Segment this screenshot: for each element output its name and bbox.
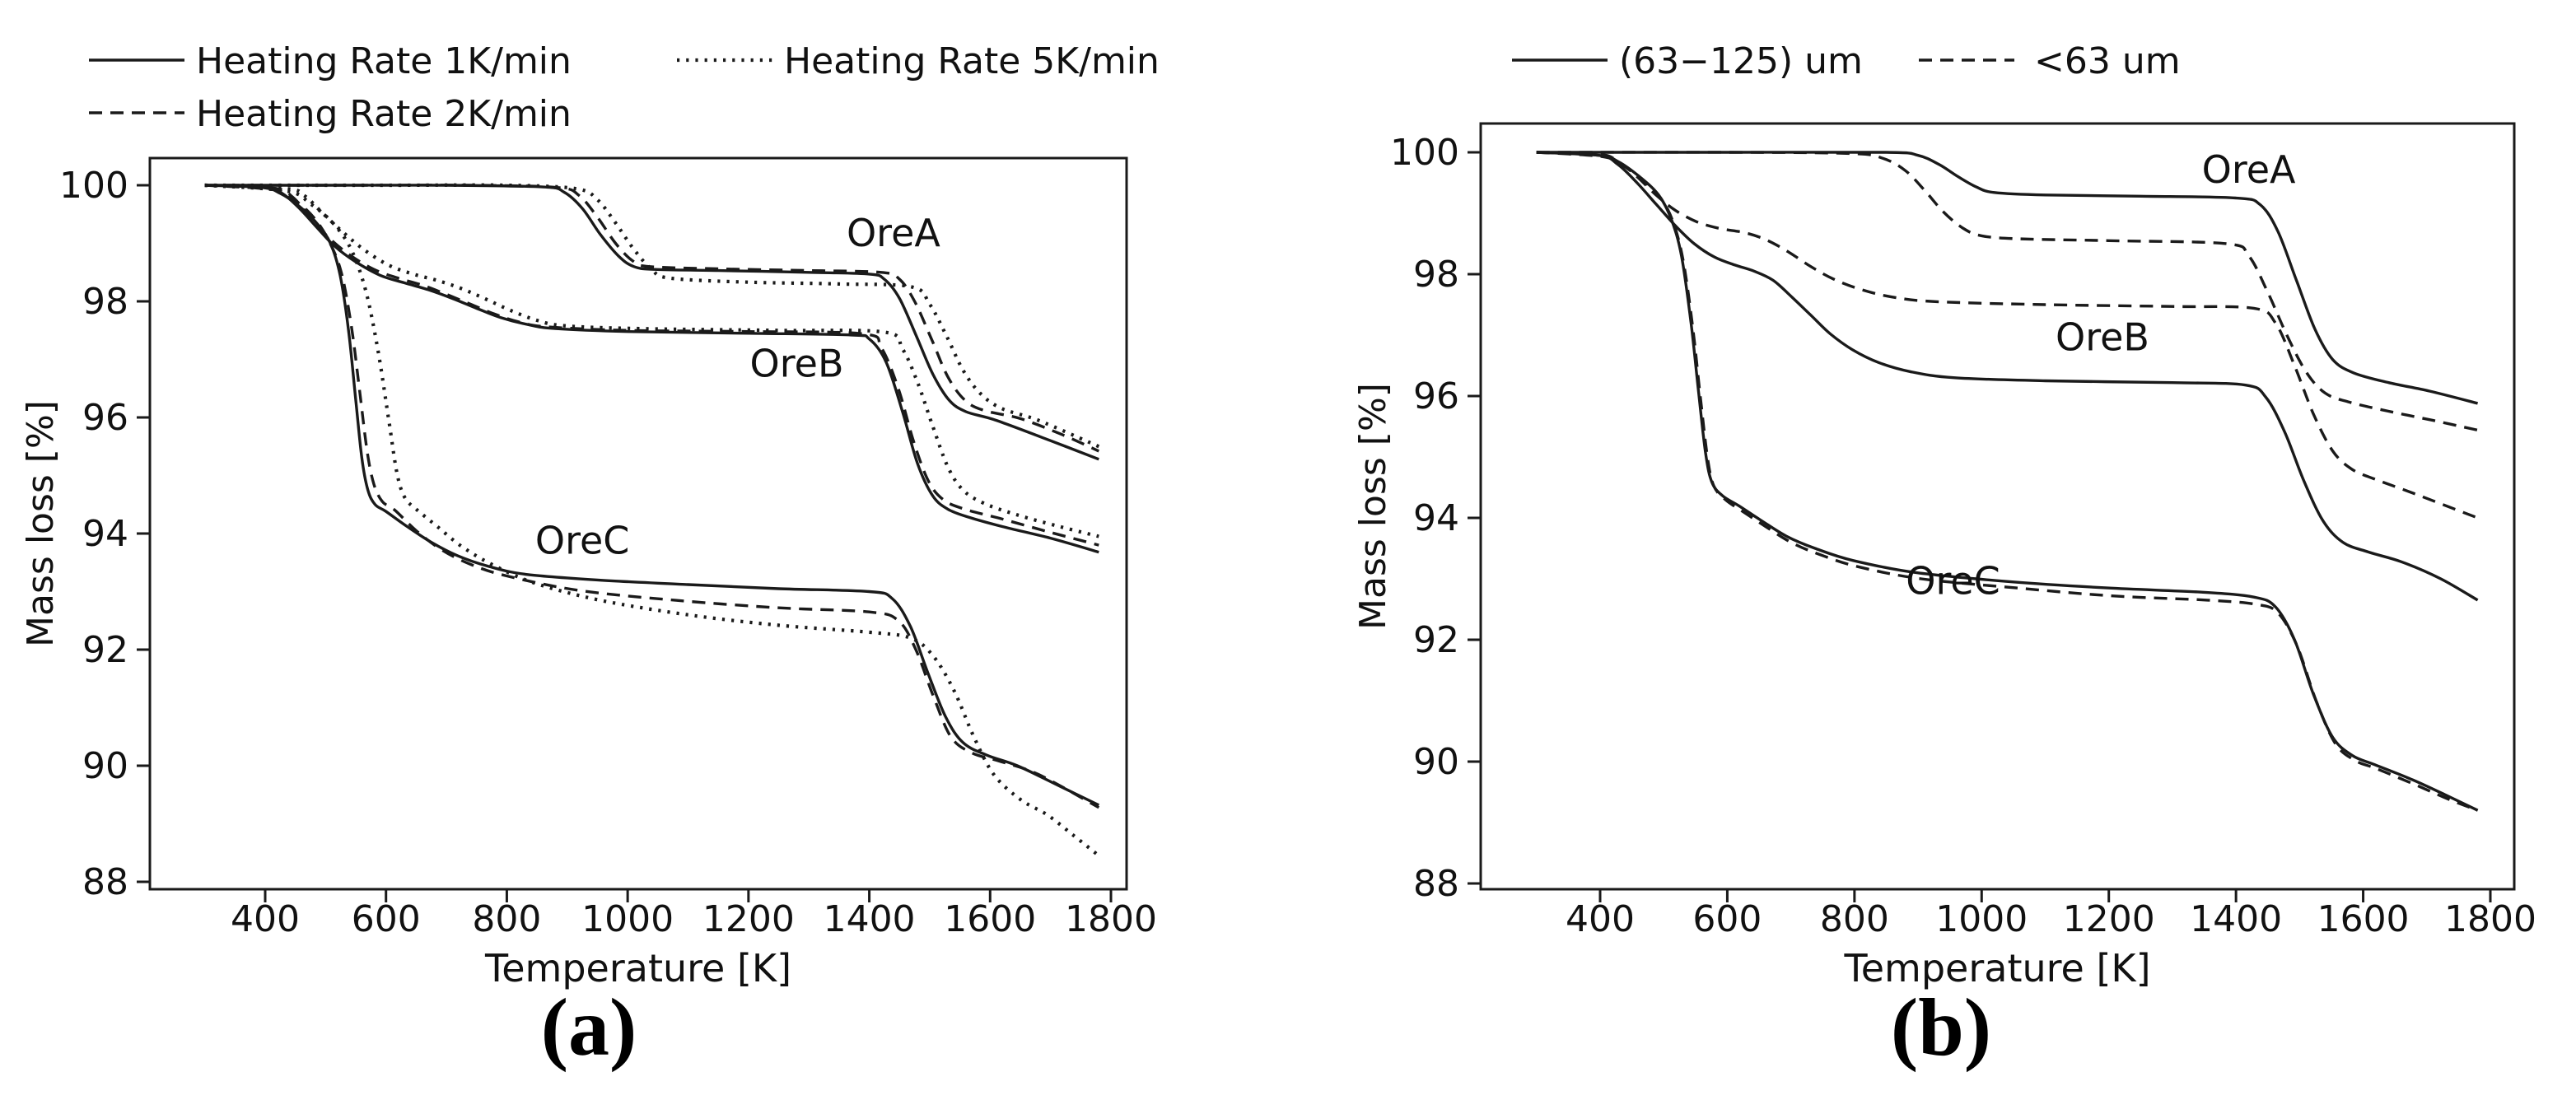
x-tick-label-b-1600: 1600 (2317, 898, 2410, 940)
x-tick-label-b-400: 400 (1566, 898, 1635, 940)
series-a-oreb-heating-rate-2k-min (204, 184, 1099, 547)
series-b-orec-63-um (1536, 151, 2479, 812)
legend-label-a-heating-rate-2k-min: Heating Rate 2K/min (196, 93, 572, 135)
series-b-orea-63-um (1536, 151, 2478, 432)
x-tick-label-b-1200: 1200 (2063, 898, 2155, 940)
figure-caption-b: (b) (1890, 981, 1992, 1073)
annotation-b-orea: OreA (2202, 147, 2296, 192)
x-tick-label-a-1200: 1200 (702, 898, 795, 940)
x-tick-label-b-800: 800 (1820, 898, 1889, 940)
y-axis-label-a: Mass loss [%] (20, 400, 62, 647)
figure-a: 400 600 800 1000 1200 1400 1600 1800 100 98 96 94 92… (20, 40, 1160, 990)
y-tick-label-a-100: 100 (59, 165, 128, 207)
y-tick-label-a-98: 98 (82, 281, 128, 323)
x-tick-label-a-600: 600 (352, 898, 421, 940)
x-tick-label-a-800: 800 (472, 898, 541, 940)
y-tick-label-a-96: 96 (82, 397, 128, 439)
figure-b: 400 600 800 1000 1200 1400 1600 1800 100 98 96 94 92… (1352, 40, 2536, 990)
x-tick-label-b-1800: 1800 (2444, 898, 2536, 940)
series-a-oreb-heating-rate-1k-min (204, 184, 1099, 554)
x-tick-label-b-600: 600 (1692, 898, 1762, 940)
x-tick-label-a-1000: 1000 (581, 898, 674, 940)
axes-box-a (148, 156, 1128, 891)
x-axis-label-a: Temperature [K] (484, 946, 791, 990)
x-tick-label-b-1400: 1400 (2190, 898, 2282, 940)
series-a-orec-heating-rate-5k-min (204, 183, 1100, 857)
y-tick-label-b-92: 92 (1413, 619, 1459, 661)
y-tick-label-b-88: 88 (1413, 863, 1459, 905)
annotation-a-oreb: OreB (750, 342, 844, 386)
series-a-orea-heating-rate-2k-min (204, 184, 1100, 453)
axes-box-b (1479, 122, 2516, 891)
y-tick-label-a-88: 88 (82, 861, 128, 903)
y-tick-label-b-96: 96 (1413, 375, 1459, 417)
series-b-oreb-63-125-um (1536, 151, 2479, 602)
series-a-orec-heating-rate-2k-min (204, 184, 1100, 809)
x-axis-label-b: Temperature [K] (1843, 946, 2150, 990)
annotation-a-orea: OreA (847, 211, 940, 255)
series-b-oreb-63-um (1536, 151, 2479, 520)
series-b-orea-63-125-um (1536, 151, 2479, 405)
x-tick-label-a-1800: 1800 (1065, 898, 1157, 940)
legend-label-a-heating-rate-1k-min: Heating Rate 1K/min (196, 40, 572, 82)
x-tick-label-a-400: 400 (231, 898, 300, 940)
x-tick-label-b-1000: 1000 (1935, 898, 2028, 940)
y-tick-label-a-90: 90 (82, 745, 128, 787)
annotation-a-orec: OreC (535, 519, 630, 563)
y-tick-label-a-94: 94 (82, 513, 128, 555)
y-tick-label-a-92: 92 (82, 629, 128, 671)
legend-label-a-heating-rate-5k-min: Heating Rate 5K/min (784, 40, 1160, 82)
annotation-b-oreb: OreB (2056, 315, 2149, 360)
legend-label-b-63-um: <63 um (2034, 40, 2181, 82)
series-a-orec-heating-rate-1k-min (204, 184, 1100, 807)
x-tick-label-a-1600: 1600 (944, 898, 1036, 940)
y-tick-label-b-100: 100 (1390, 132, 1459, 174)
series-b-orec-63-125-um (1536, 151, 2479, 812)
annotation-b-orec: OreC (1906, 559, 2000, 604)
y-axis-label-b: Mass loss [%] (1352, 383, 1394, 630)
legend-label-b-63-125-um: (63−125) um (1619, 40, 1863, 82)
series-a-orea-heating-rate-5k-min (204, 183, 1100, 449)
y-tick-label-b-94: 94 (1413, 497, 1459, 539)
y-tick-label-b-98: 98 (1413, 254, 1459, 296)
figure-caption-a: (a) (540, 981, 637, 1073)
y-tick-label-b-90: 90 (1413, 741, 1459, 783)
series-a-oreb-heating-rate-5k-min (204, 183, 1099, 538)
x-tick-label-a-1400: 1400 (824, 898, 916, 940)
